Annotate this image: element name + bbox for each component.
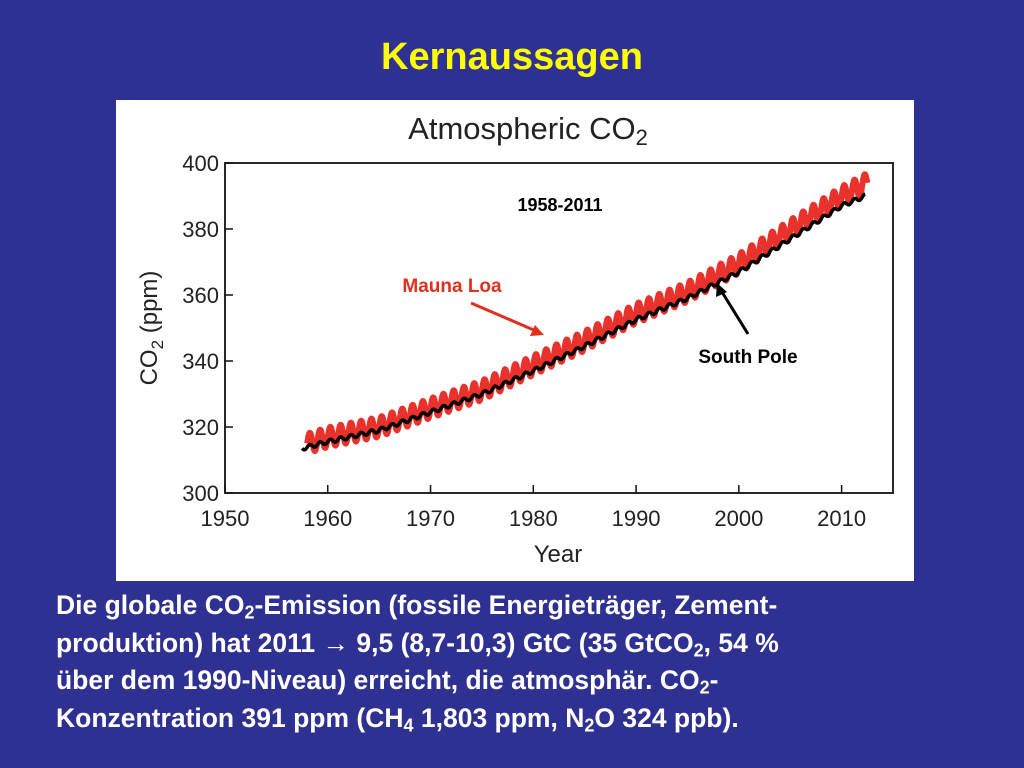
- body-text: Die globale CO2-Emission (fossile Energi…: [56, 587, 996, 737]
- text-sub: 4: [403, 715, 414, 735]
- x-tick-label: 1970: [406, 506, 455, 531]
- text-part: 1,803 ppm, N: [413, 702, 585, 733]
- y-tick-label: 380: [182, 217, 219, 242]
- x-tick-label: 2010: [817, 506, 866, 531]
- x-axis-label: Year: [534, 541, 583, 568]
- mauna-loa-label: Mauna Loa: [402, 276, 502, 297]
- y-tick-label: 320: [182, 415, 219, 440]
- y-tick-label: 340: [182, 349, 219, 374]
- period-label: 1958-2011: [517, 195, 602, 215]
- text-part: produktion) hat 2011 → 9,5 (8,7-10,3) Gt…: [56, 627, 694, 658]
- text-part: -Emission (fossile Energieträger, Zement…: [254, 590, 778, 620]
- x-tick-label: 1960: [303, 506, 352, 531]
- series-line-south-pole: [300, 192, 867, 452]
- y-tick-label: 300: [182, 481, 219, 506]
- series-line-mauna-loa: [304, 171, 871, 455]
- y-axis-label: CO2 (ppm): [136, 271, 167, 386]
- text-sub: 2: [699, 677, 710, 698]
- x-tick-label: 2000: [714, 506, 763, 531]
- y-axis-label-sub: 2: [148, 340, 167, 349]
- plot-frame: [224, 162, 894, 494]
- mauna-loa-arrow: [470, 301, 537, 333]
- x-tick-label: 1980: [509, 506, 558, 531]
- y-axis: 300 320 340 360 380 400: [182, 151, 233, 506]
- slide-title: Kernaussagen: [381, 36, 643, 78]
- text-part: Die globale CO: [56, 590, 245, 620]
- text-part: O 324 ppb).: [594, 702, 739, 733]
- south-pole-arrow: [720, 291, 750, 335]
- x-tick-label: 1950: [201, 506, 250, 531]
- chart-panel: Atmospheric CO2 300 320 340 360 380 400 1950 1…: [116, 100, 914, 581]
- text-part: -: [709, 665, 719, 695]
- text-sub: 2: [693, 640, 704, 660]
- text-part: über dem 1990-Niveau) erreicht, die atmo…: [56, 665, 700, 695]
- text-sub: 2: [244, 602, 255, 623]
- south-pole-arrowhead: [716, 283, 727, 297]
- y-tick-label: 360: [182, 283, 219, 308]
- chart-title-main: Atmospheric CO: [408, 111, 635, 146]
- chart-title-sub: 2: [636, 125, 648, 150]
- chart-title: Atmospheric CO2: [408, 111, 648, 150]
- text-sub: 2: [584, 715, 595, 735]
- y-axis-label-main: CO: [136, 349, 163, 385]
- mauna-loa-arrowhead: [530, 325, 544, 336]
- text-part: Konzentration 391 ppm (CH: [56, 702, 404, 733]
- text-part: , 54 %: [703, 627, 779, 658]
- y-tick-label: 400: [182, 151, 219, 176]
- x-axis: 1950 1960 1970 1980 1990 2000 2010: [201, 485, 866, 531]
- south-pole-label: South Pole: [698, 347, 797, 368]
- x-tick-label: 1990: [612, 506, 661, 531]
- y-axis-label-rest: (ppm): [136, 271, 163, 340]
